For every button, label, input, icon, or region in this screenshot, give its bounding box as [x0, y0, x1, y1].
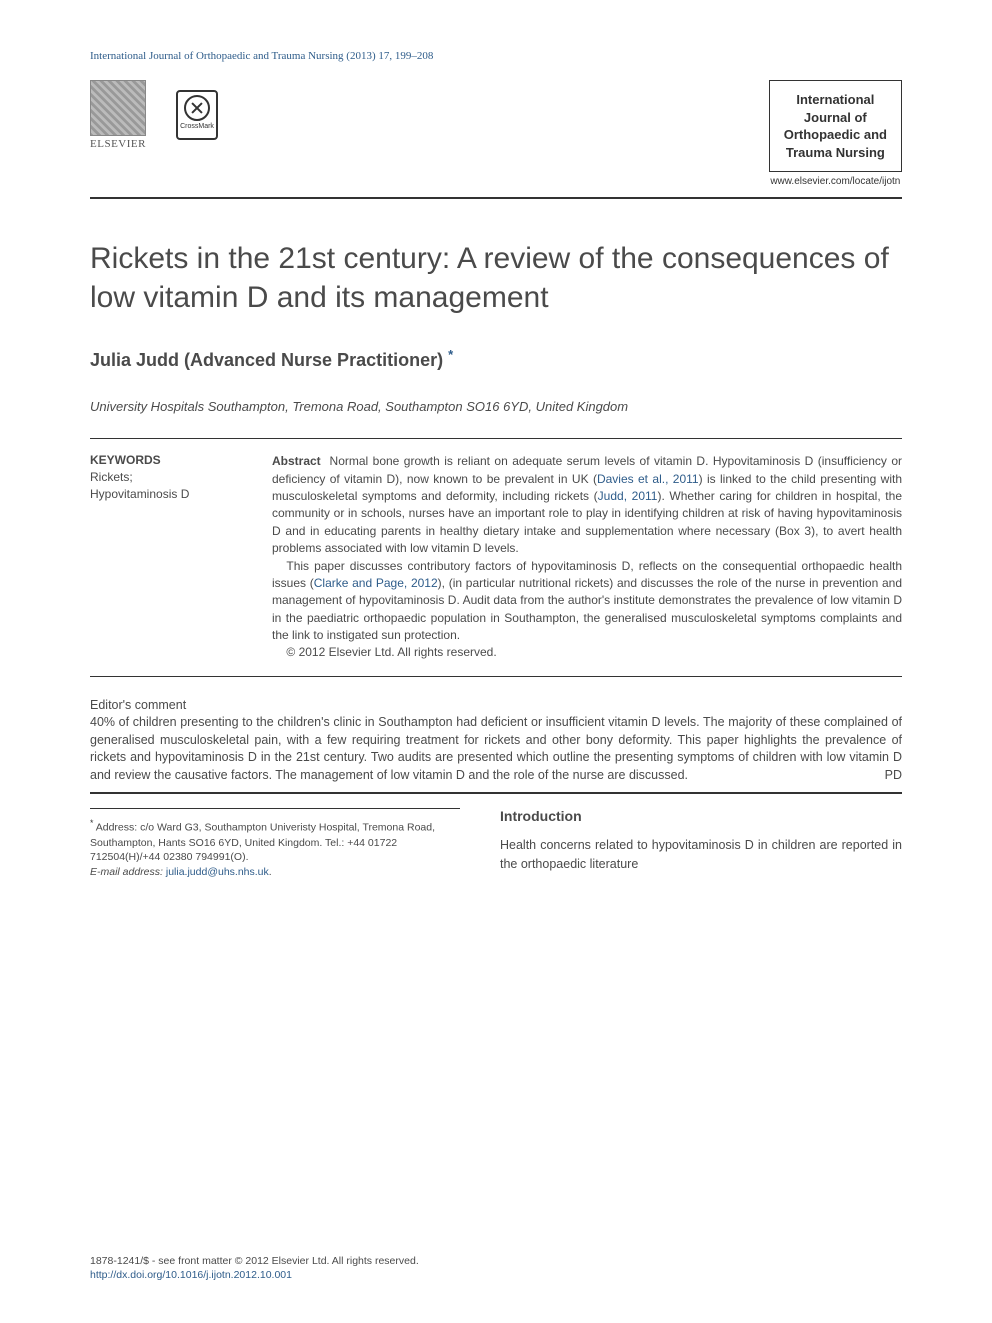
editor-text: 40% of children presenting to the childr…	[90, 715, 902, 782]
elsevier-label: ELSEVIER	[90, 138, 146, 150]
section-heading-introduction: Introduction	[500, 808, 902, 824]
footnote-address: Address: c/o Ward G3, Southampton Univer…	[90, 822, 435, 863]
journal-line: Trauma Nursing	[784, 144, 887, 162]
corresponding-footnote: * Address: c/o Ward G3, Southampton Univ…	[90, 817, 460, 879]
citation-link[interactable]: Judd, 2011	[598, 489, 658, 503]
bottom-columns: * Address: c/o Ward G3, Southampton Univ…	[90, 808, 902, 879]
keywords-heading: KEYWORDS	[90, 453, 240, 467]
intro-body: Health concerns related to hypovitaminos…	[500, 836, 902, 872]
author-footnote-marker[interactable]: *	[448, 347, 453, 362]
crossmark-badge[interactable]: CrossMark	[176, 90, 218, 140]
journal-url[interactable]: www.elsevier.com/locate/ijotn	[769, 176, 902, 187]
elsevier-tree-icon	[90, 80, 146, 136]
elsevier-logo: ELSEVIER	[90, 80, 146, 150]
intro-column: Introduction Health concerns related to …	[500, 808, 902, 879]
footnote-column: * Address: c/o Ward G3, Southampton Univ…	[90, 808, 460, 879]
abstract-copyright: © 2012 Elsevier Ltd. All rights reserved…	[272, 644, 902, 661]
header-row: ELSEVIER CrossMark International Journal…	[90, 80, 902, 187]
front-matter-line: 1878-1241/$ - see front matter © 2012 El…	[90, 1254, 419, 1269]
keywords-column: KEYWORDS Rickets; Hypovitaminosis D	[90, 453, 240, 662]
citation-header: International Journal of Orthopaedic and…	[90, 50, 902, 62]
document-footer: 1878-1241/$ - see front matter © 2012 El…	[90, 1254, 419, 1283]
crossmark-icon: CrossMark	[176, 90, 218, 140]
email-link[interactable]: julia.judd@uhs.nhs.uk	[166, 866, 269, 878]
keywords-list: Rickets; Hypovitaminosis D	[90, 469, 240, 503]
abstract-block: KEYWORDS Rickets; Hypovitaminosis D Abst…	[90, 438, 902, 677]
journal-line: Orthopaedic and	[784, 126, 887, 144]
editor-rule	[90, 792, 902, 794]
abstract-text: Abstract Normal bone growth is reliant o…	[272, 453, 902, 662]
editor-heading: Editor's comment	[90, 697, 902, 715]
email-label: E-mail address:	[90, 866, 163, 878]
affiliation: University Hospitals Southampton, Tremon…	[90, 399, 902, 414]
header-right: International Journal of Orthopaedic and…	[769, 80, 902, 187]
citation-link[interactable]: Davies et al., 2011	[597, 472, 699, 486]
keyword-item: Rickets;	[90, 469, 240, 486]
header-left: ELSEVIER CrossMark	[90, 80, 218, 150]
article-title: Rickets in the 21st century: A review of…	[90, 239, 902, 317]
keyword-item: Hypovitaminosis D	[90, 486, 240, 503]
crossmark-label: CrossMark	[178, 123, 216, 130]
doi-link[interactable]: http://dx.doi.org/10.1016/j.ijotn.2012.1…	[90, 1268, 419, 1283]
citation-link[interactable]: Clarke and Page, 2012	[314, 576, 438, 590]
email-suffix: .	[269, 866, 272, 878]
journal-title-box: International Journal of Orthopaedic and…	[769, 80, 902, 172]
abstract-runin: Abstract	[272, 454, 321, 468]
editor-comment: Editor's comment 40% of children present…	[90, 697, 902, 785]
author-name: Julia Judd (Advanced Nurse Practitioner)	[90, 350, 443, 370]
editor-signature: PD	[885, 767, 902, 785]
journal-line: International	[784, 91, 887, 109]
footnote-star: *	[90, 818, 93, 828]
journal-line: Journal of	[784, 109, 887, 127]
header-rule	[90, 197, 902, 199]
author-line: Julia Judd (Advanced Nurse Practitioner)…	[90, 347, 902, 371]
